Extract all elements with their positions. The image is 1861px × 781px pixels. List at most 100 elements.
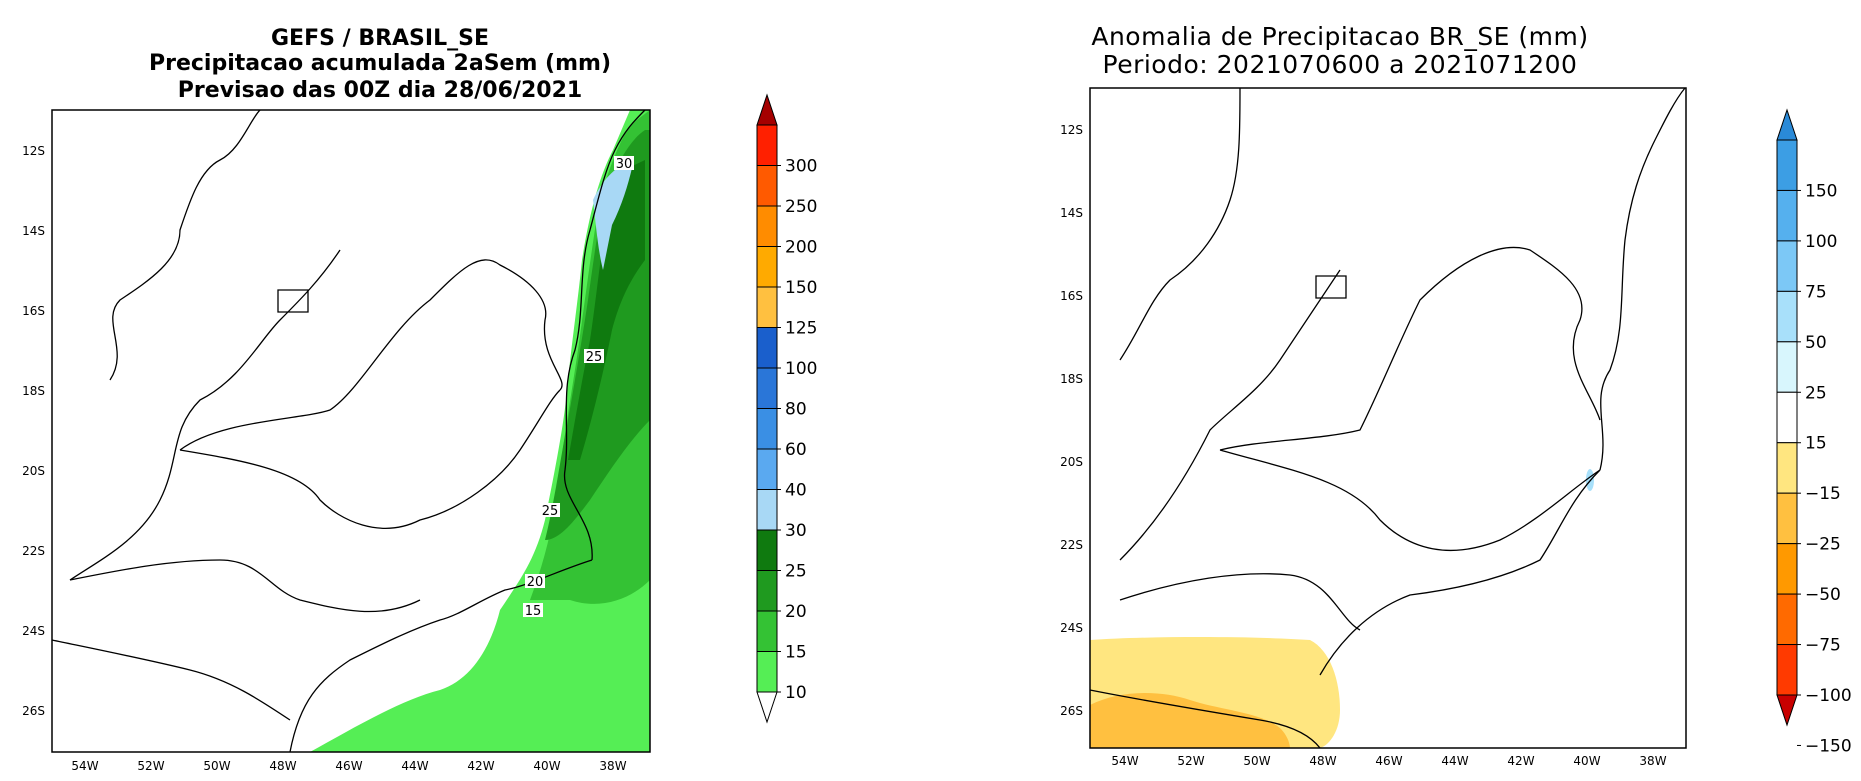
left-map-frame [51,109,651,753]
left-lat-axis: 12S 14S 16S 18S 20S 22S 24S 26S [22,144,45,718]
left-lon-tick-42W: 42W [467,759,494,773]
left-lon-tick-52W: 52W [137,759,164,773]
left-lat-tick-16S: 16S [22,304,45,318]
border-mg-west-r [1119,269,1341,561]
right-colorbar-cap-top [1776,108,1798,141]
left-colorbar-label: 40 [785,481,807,501]
right-colorbar-label: −75 [1805,636,1841,656]
right-lon-tick-50W: 50W [1243,754,1270,768]
left-colorbar-label: 100 [785,359,817,379]
right-colorbar-cap-bottom [1776,694,1798,727]
right-title-line-1: Anomalia de Precipitacao BR_SE (mm) [1091,22,1588,51]
right-state-borders [1089,87,1686,749]
right-map-panel: Anomalia de Precipitacao BR_SE (mm) Peri… [1060,22,1852,768]
left-state-borders [51,109,646,753]
left-colorbar-label: 25 [785,562,807,582]
left-colorbar-label: 250 [785,197,817,217]
border-west-r [1119,87,1241,361]
right-colorbar-label: 100 [1805,232,1837,252]
left-colorbar-box [756,489,778,531]
right-map-frame [1089,87,1687,749]
left-contour-labels: 30 25 25 20 15 [523,156,634,619]
right-lat-axis: 12S 14S 16S 18S 20S 22S 24S 26S [1060,123,1083,718]
left-colorbar-label: 15 [785,643,807,663]
left-colorbar-box [756,246,778,288]
left-colorbar-box [756,165,778,207]
left-title-line-2: Precipitacao acumulada 2aSem (mm) [149,51,611,76]
left-lon-tick-38W: 38W [599,759,626,773]
left-colorbar-box [756,610,778,652]
border-pr-sc-r [1089,689,1321,749]
right-lat-tick-12S: 12S [1060,123,1083,137]
right-colorbar-label: 25 [1805,383,1827,403]
right-colorbar-label: −25 [1805,535,1841,555]
anomaly-area-neg25-neg50 [1090,693,1290,748]
precip-area-30-40 [593,165,632,270]
left-colorbar-label: 20 [785,602,807,622]
right-lat-tick-16S: 16S [1060,289,1083,303]
contour-label-25b: 25 [542,504,559,519]
left-lon-tick-46W: 46W [335,759,362,773]
right-lat-tick-20S: 20S [1060,455,1083,469]
left-lat-tick-14S: 14S [22,224,45,238]
left-lat-tick-18S: 18S [22,384,45,398]
right-lat-tick-14S: 14S [1060,206,1083,220]
contour-label-box-25a [584,349,604,363]
contour-label-30: 30 [616,157,633,172]
right-colorbar-label: −15 [1805,484,1841,504]
right-colorbar-label: −50 [1805,585,1841,605]
left-colorbar-label: 80 [785,400,807,420]
right-lon-tick-42W: 42W [1507,754,1534,768]
border-mg-south [179,389,561,529]
right-colorbar-label: −100 [1805,686,1852,706]
right-colorbar-box [1776,644,1798,696]
left-colorbar-box [756,529,778,571]
left-lat-tick-20S: 20S [22,464,45,478]
right-colorbar: 150 100 75 50 25 15 −15 −25 −50 −75 −100 −150 [1776,108,1852,756]
left-colorbar-box [756,448,778,490]
border-mg-south-r [1219,449,1601,552]
right-lon-tick-54W: 54W [1111,754,1138,768]
right-lat-tick-24S: 24S [1060,621,1083,635]
left-colorbar-box [756,570,778,612]
right-lon-tick-52W: 52W [1177,754,1204,768]
coastline-south-r [1319,469,1601,676]
contour-label-25a: 25 [586,350,603,365]
left-lat-tick-26S: 26S [22,704,45,718]
right-colorbar-label: 75 [1805,282,1827,302]
left-colorbar-label: 30 [785,521,807,541]
left-lat-tick-12S: 12S [22,144,45,158]
border-df [277,289,309,313]
left-title-line-3: Previsao das 00Z dia 28/06/2021 [178,78,582,103]
left-colorbar-box [756,124,778,166]
left-lat-tick-24S: 24S [22,624,45,638]
left-colorbar-box [756,651,778,693]
right-colorbar-box [1776,593,1798,646]
right-colorbar-box [1776,341,1798,393]
right-lon-tick-44W: 44W [1441,754,1468,768]
left-title-line-1: GEFS / BRASIL_SE [271,26,489,51]
right-lon-tick-46W: 46W [1375,754,1402,768]
right-lon-axis: 54W 52W 50W 48W 46W 44W 42W 40W 38W [1111,754,1666,768]
left-colorbar-label: 200 [785,238,817,258]
left-colorbar-label: 150 [785,278,817,298]
left-colorbar-box [756,327,778,369]
border-pr-sp [69,559,421,613]
contour-label-box-20 [525,574,545,588]
left-colorbar: 300 250 200 150 125 100 80 60 40 30 25 20 15 10 [756,93,817,724]
border-sp-west [69,249,341,581]
border-mg-north-r [1219,246,1601,451]
right-colorbar-box [1776,240,1798,292]
right-colorbar-box [1776,391,1798,444]
left-colorbar-box [756,205,778,247]
contour-label-box-30 [614,156,634,170]
border-go-west [109,109,261,381]
coastline-east [563,109,646,561]
left-lon-tick-48W: 48W [269,759,296,773]
contour-label-box-25b [540,503,560,517]
right-title-line-2: Periodo: 2021070600 a 2021071200 [1103,50,1578,79]
border-pr-sc [51,639,291,721]
border-pr-sp-r [1119,573,1361,631]
right-anomaly-field [1090,469,1594,748]
